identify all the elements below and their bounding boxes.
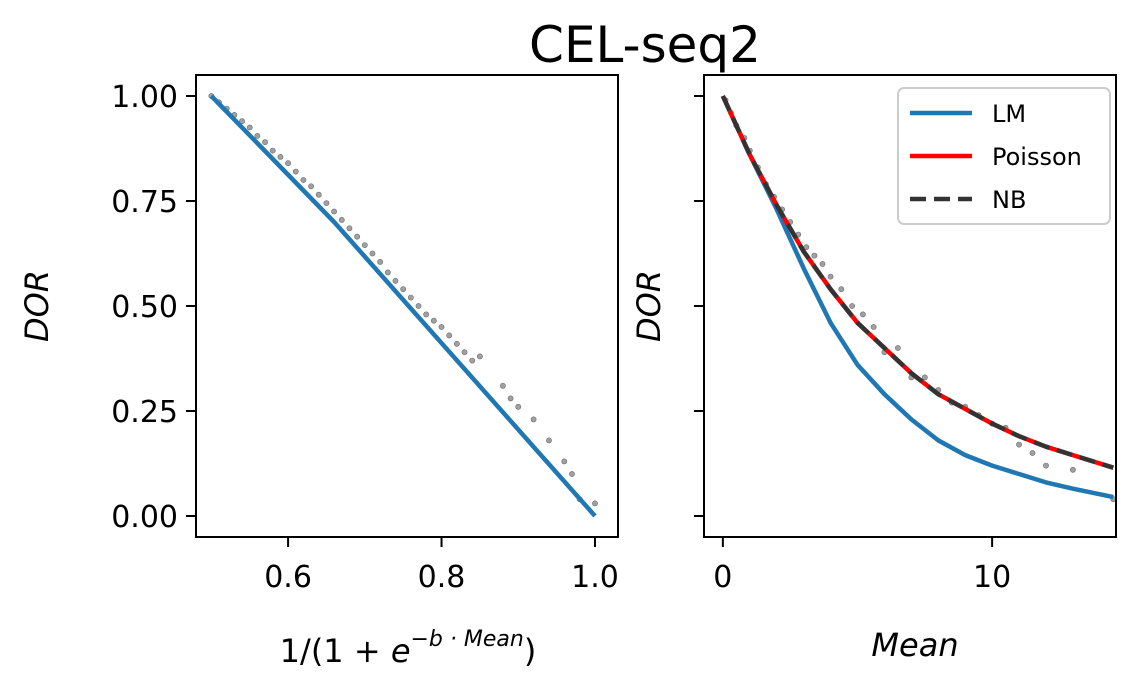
left-scatter-point bbox=[269, 147, 276, 154]
left-scatter-point bbox=[315, 191, 322, 198]
left-scatter-point bbox=[369, 250, 376, 257]
left-scatter-point bbox=[323, 200, 330, 206]
left-x-tick-label: 1.0 bbox=[571, 560, 619, 595]
left-scatter-point bbox=[400, 286, 407, 293]
right-scatter-point bbox=[870, 324, 877, 330]
legend-label-lm: LM bbox=[992, 100, 1026, 128]
left-scatter-point bbox=[254, 132, 261, 139]
left-scatter-point bbox=[384, 269, 391, 276]
right-scatter-point bbox=[1070, 466, 1076, 473]
right-ticks: 0 10 bbox=[694, 95, 1011, 595]
legend-box bbox=[897, 87, 1111, 225]
left-y-tick-label: 0.50 bbox=[111, 290, 178, 325]
left-scatter-point bbox=[300, 177, 307, 183]
legend-label-poisson: Poisson bbox=[992, 143, 1082, 171]
left-scatter-point bbox=[461, 349, 468, 356]
left-scatter-point bbox=[346, 225, 353, 232]
left-scatter-point bbox=[592, 500, 598, 507]
right-x-axis-label: Mean bbox=[871, 626, 958, 664]
left-scatter-point bbox=[415, 303, 422, 309]
left-scatter-point bbox=[546, 437, 552, 444]
left-scatter-point bbox=[507, 395, 514, 402]
left-scatter-point bbox=[407, 294, 414, 301]
right-scatter-point bbox=[859, 311, 866, 318]
legend-label-nb: NB bbox=[992, 186, 1026, 214]
left-y-tick-label: 0.00 bbox=[111, 500, 178, 535]
left-line-series-1 bbox=[209, 94, 597, 518]
right-scatter-point bbox=[1016, 441, 1022, 448]
left-scatter-point bbox=[469, 357, 476, 364]
left-scatter-point bbox=[277, 153, 284, 160]
figure-title: CEL-seq2 bbox=[529, 16, 761, 74]
right-line-nb bbox=[720, 95, 1114, 470]
right-x-tick-label: 0 bbox=[713, 560, 732, 595]
left-scatter-point bbox=[239, 118, 245, 125]
right-scatter-point bbox=[827, 273, 834, 280]
right-scatter-point bbox=[921, 374, 928, 381]
left-x-axis-label-suffix: ) bbox=[524, 632, 536, 670]
left-plot-area bbox=[208, 93, 598, 518]
left-panel: 0.6 0.8 1.0 0.00 0.25 0.50 0.75 1.00 1/(1 + e−b… bbox=[18, 74, 619, 670]
right-scatter-point bbox=[849, 303, 856, 309]
right-panel: 0 10 Mean DOR LM Poisson NB bbox=[630, 74, 1117, 664]
left-x-tick-label: 0.8 bbox=[418, 560, 466, 595]
left-scatter-point bbox=[446, 332, 453, 339]
left-scatter-point bbox=[331, 208, 338, 215]
right-plot-area bbox=[720, 95, 1117, 503]
left-scatter-point bbox=[561, 458, 568, 465]
left-scatter-point bbox=[354, 233, 361, 240]
left-scatter-point bbox=[308, 183, 314, 190]
left-ticks: 0.6 0.8 1.0 0.00 0.25 0.50 0.75 1.00 bbox=[111, 80, 619, 595]
left-scatter-point bbox=[569, 471, 575, 477]
right-scatter-point bbox=[819, 261, 826, 267]
left-y-tick-label: 0.25 bbox=[111, 395, 178, 430]
left-scatter-point bbox=[515, 403, 522, 410]
left-scatter-point bbox=[292, 168, 299, 175]
left-scatter-point bbox=[262, 139, 268, 146]
right-scatter-point bbox=[894, 345, 901, 351]
right-scatter-point bbox=[838, 286, 845, 293]
left-x-axis-label-base: e bbox=[391, 632, 411, 670]
left-scatter-point bbox=[453, 340, 460, 347]
left-scatter-point bbox=[438, 324, 445, 330]
left-scatter-point bbox=[338, 216, 345, 223]
right-scatter-point bbox=[1043, 462, 1049, 469]
left-y-tick-label: 0.75 bbox=[111, 185, 178, 220]
left-x-axis-label-prefix: 1/(1 + bbox=[280, 632, 391, 670]
left-scatter-point bbox=[285, 160, 291, 167]
left-scatter-point bbox=[392, 277, 399, 284]
left-y-tick-label: 1.00 bbox=[111, 80, 178, 115]
left-scatter-point bbox=[530, 416, 537, 423]
left-scatter-point bbox=[500, 382, 506, 389]
legend: LM Poisson NB bbox=[897, 87, 1111, 225]
right-line-lm bbox=[720, 95, 1114, 500]
left-scatter-point bbox=[246, 124, 253, 131]
left-scatter-point bbox=[476, 353, 483, 360]
left-x-axis-label: 1/(1 + e−b · Mean) bbox=[280, 627, 537, 670]
right-y-axis-label: DOR bbox=[630, 270, 668, 342]
left-scatter-point bbox=[361, 242, 368, 248]
left-y-axis-label: DOR bbox=[18, 270, 56, 342]
right-scatter-point bbox=[1029, 450, 1036, 456]
left-scatter-point bbox=[423, 311, 430, 318]
left-scatter-point bbox=[430, 317, 437, 324]
right-x-tick-label: 10 bbox=[973, 560, 1011, 595]
left-scatter-point bbox=[377, 258, 384, 265]
left-x-tick-label: 0.6 bbox=[264, 560, 312, 595]
right-scatter-point bbox=[811, 252, 818, 259]
left-x-axis-label-exponent: −b · Mean bbox=[411, 627, 524, 652]
